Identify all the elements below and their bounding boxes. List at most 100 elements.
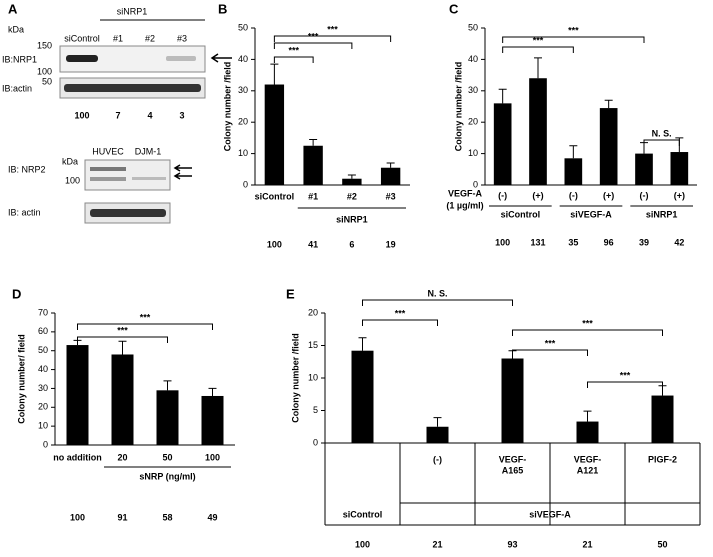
footer-value: 91 bbox=[117, 512, 127, 522]
bracket bbox=[273, 35, 392, 42]
bar bbox=[493, 103, 512, 185]
footer-value: 100 bbox=[495, 237, 510, 247]
footer-value: 39 bbox=[639, 237, 649, 247]
group-label: sNRP (ng/ml) bbox=[139, 471, 195, 481]
arrow bbox=[210, 53, 232, 63]
bracket bbox=[587, 381, 663, 388]
footer-value: 50 bbox=[657, 539, 667, 549]
chart: C Colony number /field 0 10 20 30 40 50 (-) 100 (+… bbox=[446, 1, 697, 247]
annotation: *** bbox=[620, 370, 631, 380]
y-tick-label: 15 bbox=[308, 340, 318, 350]
y-tick-label: 30 bbox=[238, 85, 248, 95]
error-bar bbox=[386, 162, 395, 168]
bar bbox=[599, 108, 618, 185]
x-tick-label: VEGF- bbox=[499, 454, 527, 464]
footer-value: 93 bbox=[507, 539, 517, 549]
x-tick-label: (-) bbox=[640, 190, 649, 200]
group-label: siNRP1 bbox=[336, 214, 368, 224]
y-axis-label: Colony number/ field bbox=[16, 334, 26, 424]
footer-value: 6 bbox=[349, 239, 354, 249]
error-bar bbox=[270, 63, 279, 85]
y-tick-label: 0 bbox=[43, 439, 48, 449]
annotation: N. S. bbox=[652, 128, 672, 138]
y-tick-label: 10 bbox=[238, 148, 248, 158]
y-tick-label: 5 bbox=[313, 405, 318, 415]
footer-value: 96 bbox=[604, 237, 614, 247]
lane: #3 bbox=[177, 33, 187, 43]
y-axis-label: Colony number /field bbox=[290, 333, 300, 423]
x-tick-label: #2 bbox=[347, 191, 357, 201]
y-tick-label: 40 bbox=[238, 54, 248, 64]
panel-label: A bbox=[8, 1, 18, 16]
bar bbox=[635, 153, 653, 185]
bracket bbox=[512, 329, 663, 336]
bracket bbox=[77, 336, 168, 343]
row-label: VEGF-A bbox=[448, 188, 483, 198]
band bbox=[166, 56, 196, 61]
kda: kDa bbox=[8, 24, 24, 34]
row-label: IB:actin bbox=[2, 83, 32, 93]
annotation: *** bbox=[140, 312, 151, 322]
panel-label: C bbox=[449, 1, 459, 16]
footer-value: 35 bbox=[568, 237, 578, 247]
footer-value: 58 bbox=[162, 512, 172, 522]
x-tick-label: A165 bbox=[502, 465, 524, 475]
group-label: siControl bbox=[501, 209, 541, 219]
footer-value: 100 bbox=[267, 239, 282, 249]
y-tick-label: 30 bbox=[468, 85, 478, 95]
marker: 50 bbox=[42, 76, 52, 86]
marker: 150 bbox=[37, 40, 52, 50]
x-tick-label: no addition bbox=[53, 452, 102, 462]
error-bar bbox=[583, 410, 592, 422]
error-bar bbox=[498, 88, 507, 104]
bar bbox=[564, 158, 583, 185]
bar bbox=[111, 354, 134, 445]
group-label: siNRP1 bbox=[646, 209, 678, 219]
panel-label: D bbox=[12, 286, 21, 301]
bracket bbox=[643, 139, 680, 146]
footer-value: 21 bbox=[582, 539, 592, 549]
error-bar bbox=[433, 417, 442, 427]
y-axis-label: Colony number /field bbox=[222, 62, 232, 152]
bracket bbox=[512, 349, 588, 356]
error-bar bbox=[347, 174, 356, 179]
x-tick-label: VEGF- bbox=[574, 454, 602, 464]
lane: siControl bbox=[64, 33, 100, 43]
bar bbox=[264, 84, 285, 185]
x-tick-label: (+) bbox=[603, 190, 614, 200]
bar bbox=[670, 152, 689, 185]
annotation: *** bbox=[545, 338, 556, 348]
bar bbox=[380, 167, 401, 185]
y-tick-label: 0 bbox=[243, 179, 248, 189]
error-bar bbox=[534, 57, 542, 79]
bar bbox=[342, 178, 362, 185]
error-bar bbox=[163, 380, 172, 391]
y-tick-label: 50 bbox=[38, 345, 48, 355]
x-tick-label: #3 bbox=[386, 191, 396, 201]
footer-value: 42 bbox=[674, 237, 684, 247]
row-label: IB: actin bbox=[8, 207, 41, 217]
error-bar bbox=[358, 337, 367, 351]
group-label: siControl bbox=[343, 509, 383, 519]
band bbox=[90, 177, 126, 181]
bracket bbox=[502, 36, 645, 43]
row-label: IB:NRP1 bbox=[2, 54, 37, 64]
bar bbox=[156, 390, 179, 445]
arrow bbox=[173, 164, 192, 180]
row-label: IB: NRP2 bbox=[8, 164, 46, 174]
bracket bbox=[273, 42, 353, 49]
footer-value: 100 bbox=[355, 539, 370, 549]
marker: 100 bbox=[37, 66, 52, 76]
bar bbox=[351, 350, 374, 443]
panel-a: A kDa siNRP1 siControl #1 #2 #3 150 100 … bbox=[2, 1, 232, 224]
panel-label: E bbox=[286, 286, 295, 301]
annotation: *** bbox=[288, 45, 299, 55]
footer-value: 19 bbox=[386, 239, 396, 249]
blot bbox=[84, 159, 171, 191]
y-tick-label: 20 bbox=[238, 117, 248, 127]
error-bar bbox=[208, 387, 217, 396]
lane: HUVEC bbox=[92, 146, 124, 156]
lane: #1 bbox=[113, 33, 123, 43]
bracket bbox=[273, 56, 314, 63]
